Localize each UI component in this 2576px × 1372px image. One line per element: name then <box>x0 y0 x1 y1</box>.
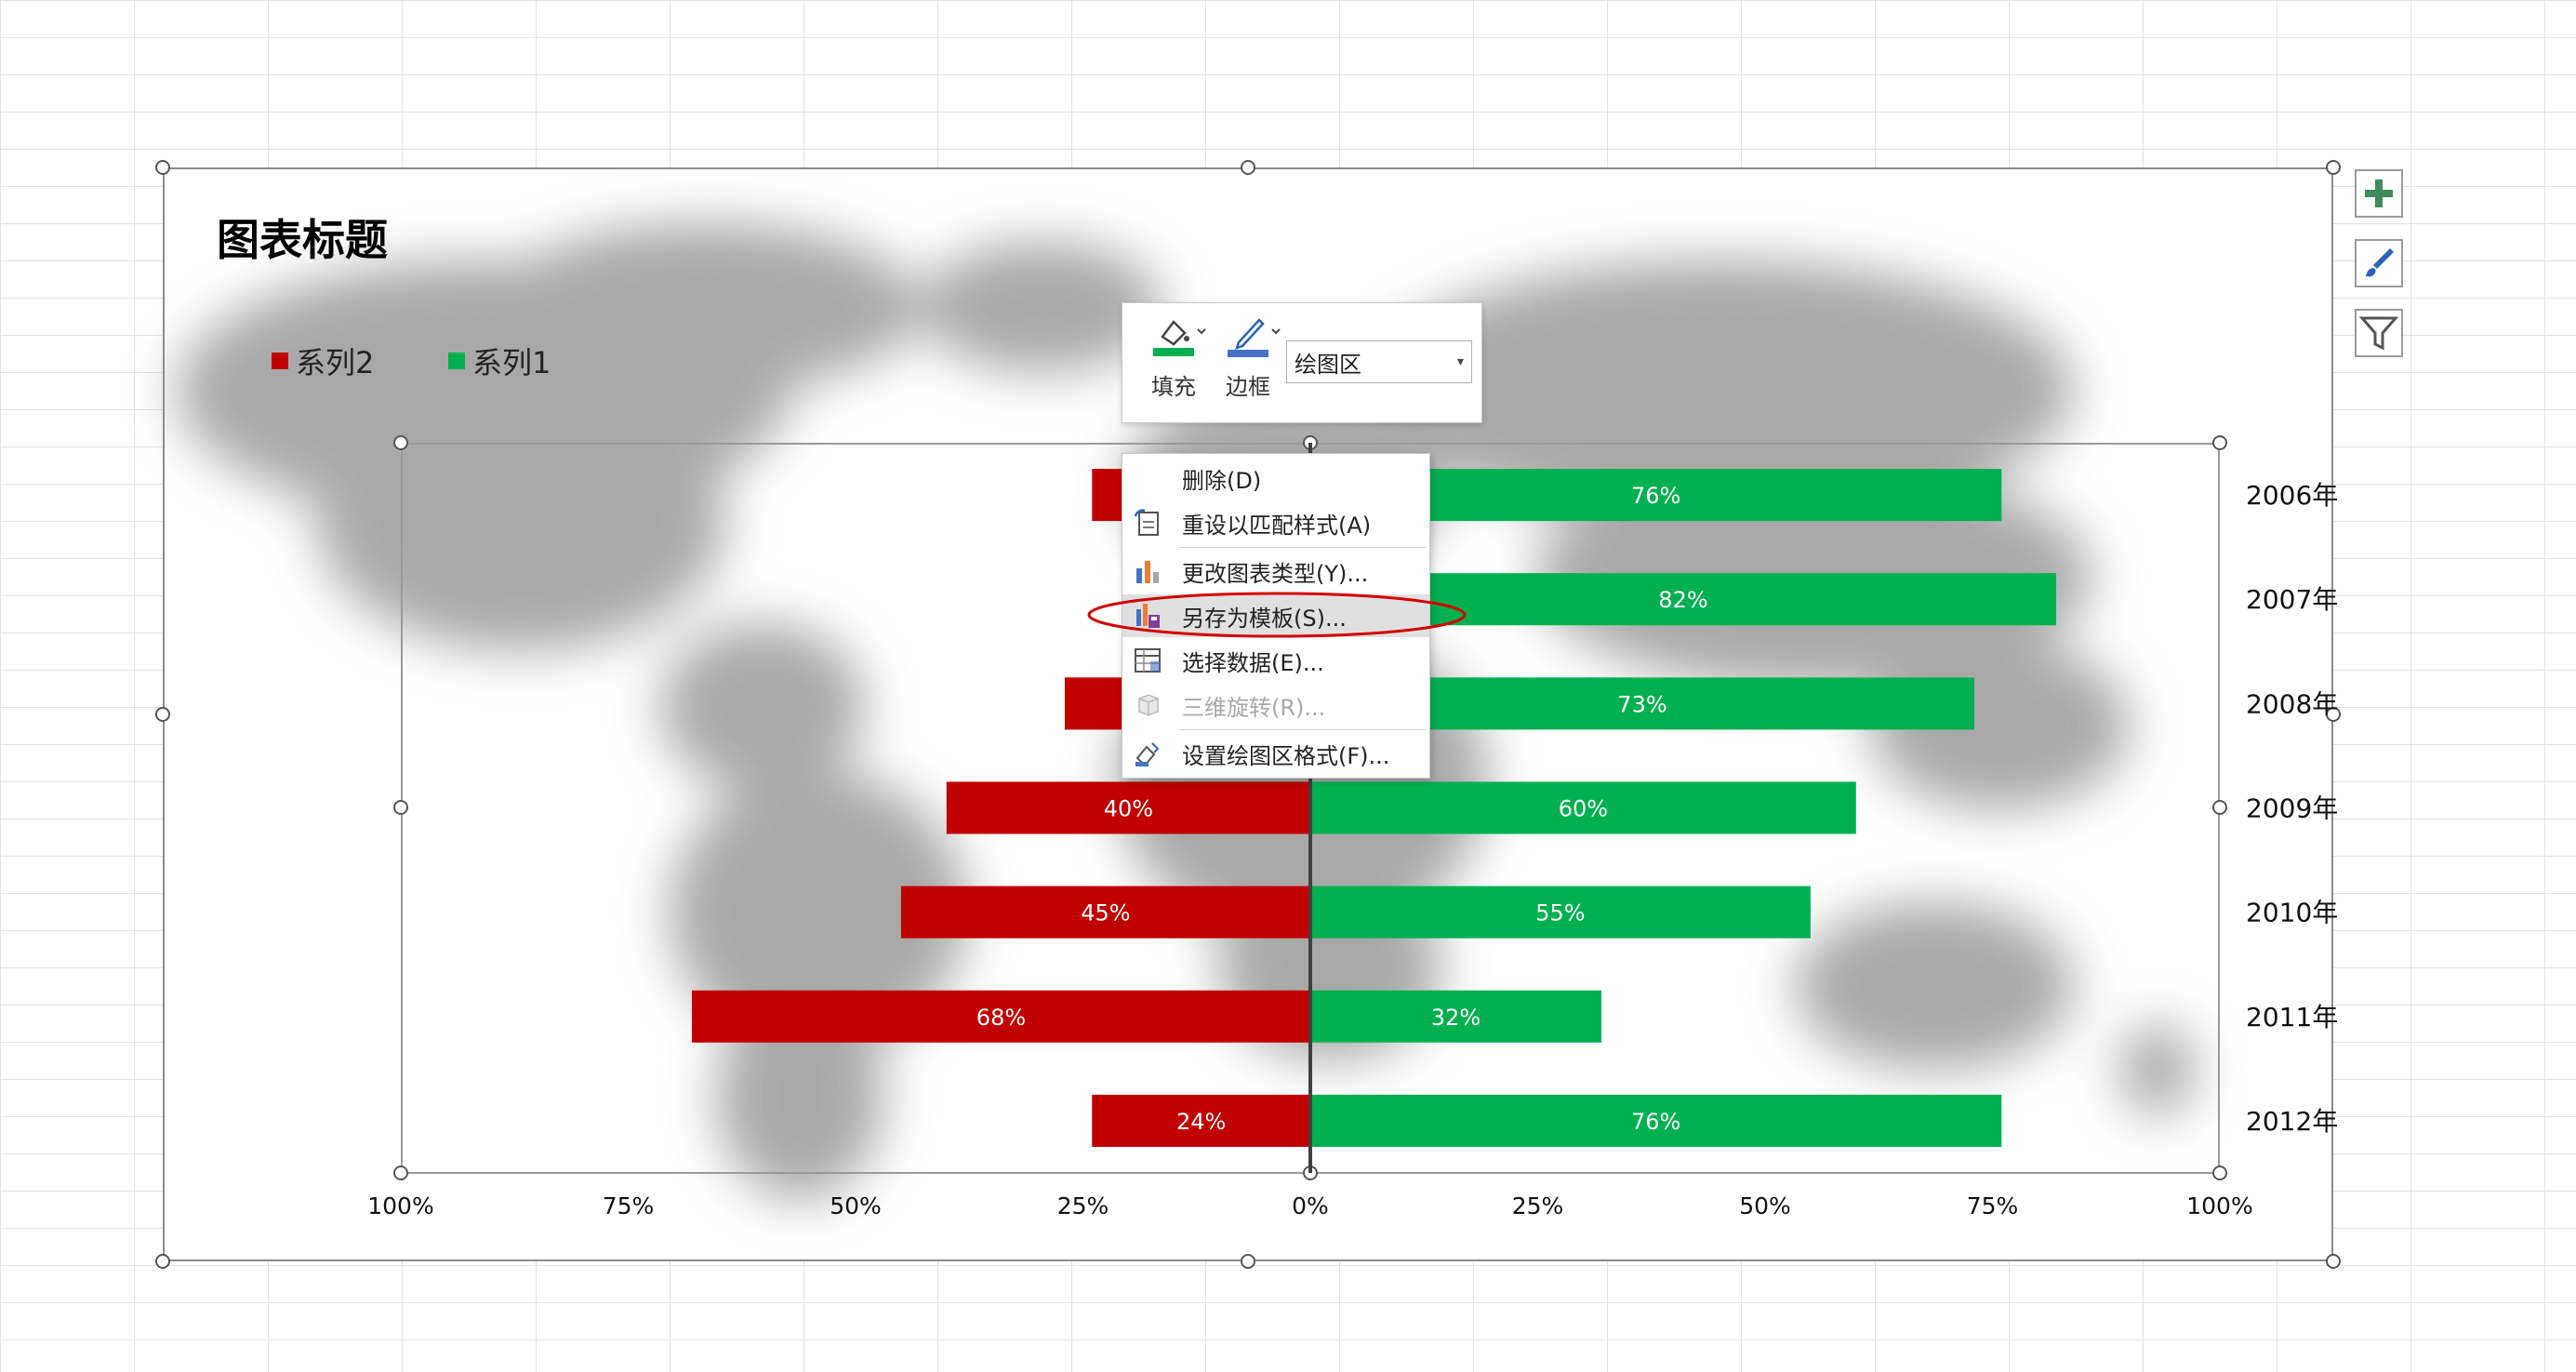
mini-toolbar: 填充 边框 绘图区 ▾ <box>1122 302 1482 423</box>
chart-filters-button[interactable] <box>2355 309 2403 357</box>
fill-button[interactable]: 填充 <box>1141 313 1206 415</box>
fill-label: 填充 <box>1151 374 1196 400</box>
x-tick-label: 50% <box>830 1192 882 1219</box>
legend-swatch-green <box>448 353 465 369</box>
x-tick-label: 50% <box>1739 1192 1791 1219</box>
select-data-icon <box>1132 645 1163 676</box>
border-button[interactable]: 边框 <box>1215 313 1281 415</box>
menu-item-select-data[interactable]: 选择数据(E)... <box>1122 639 1429 682</box>
context-menu: 删除(D) 重设以匹配样式(A) 更改图表类型(Y)... 另存为模板(S)..… <box>1122 453 1430 779</box>
data-label: 32% <box>1431 1005 1481 1031</box>
chart-resize-handle-top-left[interactable] <box>155 160 170 175</box>
chart-styles-button[interactable] <box>2355 239 2403 287</box>
paint-bucket-icon <box>1151 313 1206 357</box>
chart-title[interactable]: 图表标题 <box>217 215 388 265</box>
chart-elements-button[interactable] <box>2355 169 2403 218</box>
chart-resize-handle-top-right[interactable] <box>2326 160 2341 175</box>
chevron-down-icon: ▾ <box>1456 354 1464 369</box>
bar-series1[interactable] <box>1310 990 1601 1043</box>
legend-entry-series2[interactable]: 系列2 <box>272 340 374 382</box>
save-template-icon <box>1132 600 1163 632</box>
bar-series2[interactable] <box>691 990 1310 1043</box>
chart-resize-handle-top[interactable] <box>1241 160 1255 175</box>
plus-icon <box>2365 180 2393 207</box>
menu-item-label: 三维旋转(R)... <box>1182 694 1326 721</box>
menu-item-change-chart-type[interactable]: 更改图表类型(Y)... <box>1122 550 1429 593</box>
menu-item-label: 重设以匹配样式(A) <box>1182 512 1372 539</box>
plot-resize-handle-top-left[interactable] <box>393 435 408 450</box>
menu-item-format-plot-area[interactable]: 设置绘图区格式(F)... <box>1122 732 1429 775</box>
category-label: 2009年 <box>2246 793 2338 824</box>
x-tick-label: 25% <box>1057 1192 1109 1219</box>
bar-series2[interactable] <box>1092 1094 1310 1147</box>
bar-series1[interactable] <box>1310 781 1856 834</box>
format-plot-area-icon <box>1132 738 1163 769</box>
legend-label: 系列2 <box>296 345 375 380</box>
chart-resize-handle-bottom-left[interactable] <box>155 1254 170 1269</box>
menu-item-reset-style[interactable]: 重设以匹配样式(A) <box>1122 501 1429 544</box>
category-label: 2006年 <box>2246 480 2338 511</box>
plot-resize-handle-bottom-right[interactable] <box>2212 1166 2227 1180</box>
data-label: 40% <box>1104 796 1153 822</box>
bar-series1[interactable] <box>1310 1094 2002 1147</box>
data-label: 76% <box>1631 483 1680 509</box>
pen-outline-icon <box>1226 313 1281 357</box>
filter-icon <box>2358 316 2399 351</box>
bar-series2[interactable] <box>900 886 1310 939</box>
menu-item-3d-rotation[interactable]: 三维旋转(R)... <box>1122 684 1429 726</box>
chart-resize-handle-bottom[interactable] <box>1241 1254 1255 1269</box>
menu-item-save-as-template[interactable]: 另存为模板(S)... <box>1122 594 1429 637</box>
chart-type-icon <box>1132 555 1163 587</box>
chart-resize-handle-right[interactable] <box>2326 707 2341 722</box>
brush-icon <box>2366 248 2394 277</box>
3d-rotate-icon <box>1132 689 1163 721</box>
category-label: 2011年 <box>2246 1002 2338 1032</box>
chart-resize-handle-left[interactable] <box>155 707 170 722</box>
category-label: 2007年 <box>2246 584 2338 615</box>
menu-item-label: 设置绘图区格式(F)... <box>1182 742 1390 769</box>
menu-item-label: 删除(D) <box>1182 467 1262 494</box>
reset-style-icon <box>1132 507 1163 539</box>
legend-entry-series1[interactable]: 系列1 <box>448 340 551 382</box>
category-label: 2008年 <box>2246 688 2338 719</box>
menu-item-delete[interactable]: 删除(D) <box>1122 457 1429 500</box>
border-label: 边框 <box>1226 374 1270 400</box>
plot-resize-handle-left[interactable] <box>393 800 408 815</box>
menu-separator <box>1178 729 1426 730</box>
menu-item-label: 选择数据(E)... <box>1182 649 1324 676</box>
x-tick-label: 75% <box>603 1192 655 1219</box>
plot-resize-handle-right[interactable] <box>2212 800 2227 815</box>
data-label: 82% <box>1658 587 1707 613</box>
x-tick-label: 100% <box>2186 1192 2252 1219</box>
x-tick-label: 75% <box>1967 1192 2019 1219</box>
plot-resize-handle-top-right[interactable] <box>2212 435 2227 450</box>
data-label: 60% <box>1559 796 1608 822</box>
category-label: 2010年 <box>2246 898 2338 928</box>
legend-label: 系列1 <box>472 345 551 380</box>
data-label: 76% <box>1631 1109 1680 1135</box>
chart-resize-handle-bottom-right[interactable] <box>2326 1254 2341 1269</box>
category-label: 2012年 <box>2246 1106 2338 1137</box>
plot-resize-handle-bottom-left[interactable] <box>393 1166 408 1180</box>
menu-item-label: 另存为模板(S)... <box>1182 605 1347 632</box>
x-tick-label: 100% <box>367 1192 433 1219</box>
menu-separator <box>1178 547 1426 548</box>
data-label: 68% <box>976 1005 1026 1031</box>
data-label: 55% <box>1535 900 1585 926</box>
data-label: 73% <box>1617 691 1666 717</box>
chart-element-value: 绘图区 <box>1295 351 1361 378</box>
menu-item-label: 更改图表类型(Y)... <box>1182 560 1369 587</box>
data-label: 24% <box>1176 1109 1226 1135</box>
x-tick-label: 0% <box>1292 1192 1329 1219</box>
bar-series1[interactable] <box>1310 886 1811 939</box>
x-tick-label: 25% <box>1512 1192 1564 1219</box>
blank-icon <box>1132 462 1163 494</box>
legend-swatch-red <box>272 353 288 369</box>
data-label: 45% <box>1081 900 1130 926</box>
chart-element-dropdown[interactable]: 绘图区 ▾ <box>1286 340 1472 383</box>
bar-series2[interactable] <box>946 781 1310 834</box>
